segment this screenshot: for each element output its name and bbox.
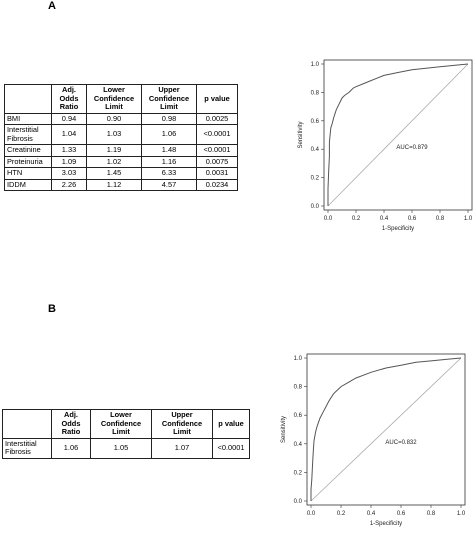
y-tick-label: 0.6 xyxy=(311,119,320,125)
lower-limit-cell: 1.03 xyxy=(86,124,142,146)
y-tick-label: 0.4 xyxy=(294,442,303,448)
y-tick-label: 1.0 xyxy=(294,356,303,362)
y-tick-label: 0.0 xyxy=(311,204,320,210)
y-axis-label: Sensitivity xyxy=(298,121,304,148)
reference-diagonal xyxy=(327,63,469,207)
x-axis-label: 1-Specificity xyxy=(370,521,402,527)
y-tick-label: 0.8 xyxy=(294,385,303,391)
row-label: BMI xyxy=(4,112,52,126)
lower-limit-cell: 0.90 xyxy=(86,112,142,126)
x-axis-label: 1-Specificity xyxy=(382,226,414,232)
table-row: Proteinuria 1.09 1.02 1.16 0.0075 xyxy=(4,155,238,169)
row-label: Proteinuria xyxy=(4,155,52,169)
p-value-cell: <0.0001 xyxy=(196,144,238,157)
header-cell-variable xyxy=(4,84,52,114)
upper-limit-cell: 1.16 xyxy=(141,155,197,169)
p-value-cell: 0.0031 xyxy=(196,167,238,180)
upper-limit-cell: 0.98 xyxy=(141,112,197,126)
odds-ratio-table-a: Adj. Odds Ratio Lower Confidence Limit Upper… xyxy=(4,84,238,192)
lower-limit-cell: 1.19 xyxy=(86,144,142,157)
p-value-cell: 0.0075 xyxy=(196,155,238,169)
odds-ratio-cell: 1.33 xyxy=(51,144,87,157)
roc-curve-chart-a: 0.0 0.2 0.4 0.6 0.8 1.0 0.0 0.2 0.4 0.6 0.8 1.0 1-Sp… xyxy=(298,59,473,232)
lower-limit-cell: 1.45 xyxy=(86,167,142,180)
upper-limit-cell: 1.07 xyxy=(151,437,213,459)
roc-curve-chart-b: 0.0 0.2 0.4 0.6 0.8 1.0 0.0 0.2 0.4 0.6 0.8 1.0 1-Sp… xyxy=(281,353,466,527)
plot-frame xyxy=(323,59,473,211)
header-cell-variable xyxy=(2,409,52,439)
lower-limit-cell: 1.02 xyxy=(86,155,142,169)
x-tick-label: 0.4 xyxy=(380,216,389,222)
x-tick-label: 1.0 xyxy=(464,216,473,222)
roc-curve-line xyxy=(310,357,462,501)
table-row: IDDM 2.26 1.12 4.57 0.0234 xyxy=(4,178,238,192)
row-label: Interstitial Fibrosis xyxy=(2,437,52,459)
upper-limit-cell: 4.57 xyxy=(141,178,197,192)
table-header-row: Adj. Odds Ratio Lower Confidence Limit Upper… xyxy=(2,409,250,439)
x-tick-label: 0.8 xyxy=(436,216,445,222)
lower-limit-cell: 1.12 xyxy=(86,178,142,192)
x-tick-label: 0.8 xyxy=(427,511,436,517)
upper-limit-cell: 1.06 xyxy=(141,124,197,146)
header-cell-p-value: p value xyxy=(212,409,250,439)
reference-diagonal xyxy=(310,357,462,502)
table-row: Creatinine 1.33 1.19 1.48 <0.0001 xyxy=(4,144,238,157)
x-tick-label: 0.2 xyxy=(352,216,361,222)
table-row: BMI 0.94 0.90 0.98 0.0025 xyxy=(4,112,238,126)
plot-frame xyxy=(306,353,466,506)
table-header-row: Adj. Odds Ratio Lower Confidence Limit Upper… xyxy=(4,84,238,114)
header-cell-odds-ratio: Adj. Odds Ratio xyxy=(51,409,91,439)
header-cell-odds-ratio: Adj. Odds Ratio xyxy=(51,84,87,114)
y-tick-label: 0.2 xyxy=(311,176,320,182)
y-tick-label: 0.2 xyxy=(294,470,303,476)
table-row: Interstitial Fibrosis 1.04 1.03 1.06 <0.0001 xyxy=(4,124,238,146)
x-tick-label: 0.2 xyxy=(337,511,346,517)
row-label: Creatinine xyxy=(4,144,52,157)
p-value-cell: 0.0234 xyxy=(196,178,238,192)
p-value-cell: <0.0001 xyxy=(212,437,250,459)
table-row: HTN 3.03 1.45 6.33 0.0031 xyxy=(4,167,238,180)
x-tick-label: 0.6 xyxy=(408,216,417,222)
panel-label-b: B xyxy=(48,303,56,315)
lower-limit-cell: 1.05 xyxy=(90,437,152,459)
odds-ratio-table-b: Adj. Odds Ratio Lower Confidence Limit Upper… xyxy=(2,409,250,459)
header-cell-lower-limit: Lower Confidence Limit xyxy=(90,409,152,439)
y-tick-label: 1.0 xyxy=(311,62,320,68)
auc-annotation: AUC=0.832 xyxy=(385,440,417,446)
table-row: Interstitial Fibrosis 1.06 1.05 1.07 <0.0001 xyxy=(2,437,250,459)
y-axis-label: Sensitivity xyxy=(281,416,287,443)
upper-limit-cell: 1.48 xyxy=(141,144,197,157)
row-label: IDDM xyxy=(4,178,52,192)
header-cell-lower-limit: Lower Confidence Limit xyxy=(86,84,142,114)
header-cell-p-value: p value xyxy=(196,84,238,114)
p-value-cell: <0.0001 xyxy=(196,124,238,146)
odds-ratio-cell: 3.03 xyxy=(51,167,87,180)
x-tick-label: 0.0 xyxy=(307,511,316,517)
row-label: HTN xyxy=(4,167,52,180)
roc-curve-line xyxy=(327,63,469,206)
y-tick-label: 0.4 xyxy=(311,147,320,153)
y-tick-label: 0.8 xyxy=(311,90,320,96)
row-label: Interstitial Fibrosis xyxy=(4,124,52,146)
y-tick-label: 0.6 xyxy=(294,413,303,419)
odds-ratio-cell: 0.94 xyxy=(51,112,87,126)
odds-ratio-cell: 1.09 xyxy=(51,155,87,169)
x-tick-label: 0.6 xyxy=(397,511,406,517)
p-value-cell: 0.0025 xyxy=(196,112,238,126)
x-tick-label: 0.0 xyxy=(324,216,333,222)
panel-label-a: A xyxy=(48,0,56,12)
x-tick-label: 0.4 xyxy=(367,511,376,517)
odds-ratio-cell: 1.06 xyxy=(51,437,91,459)
y-tick-label: 0.0 xyxy=(294,499,303,505)
auc-annotation: AUC=0.879 xyxy=(396,145,428,151)
odds-ratio-cell: 1.04 xyxy=(51,124,87,146)
x-tick-label: 1.0 xyxy=(457,511,466,517)
upper-limit-cell: 6.33 xyxy=(141,167,197,180)
header-cell-upper-limit: Upper Confidence Limit xyxy=(151,409,213,439)
header-cell-upper-limit: Upper Confidence Limit xyxy=(141,84,197,114)
odds-ratio-cell: 2.26 xyxy=(51,178,87,192)
